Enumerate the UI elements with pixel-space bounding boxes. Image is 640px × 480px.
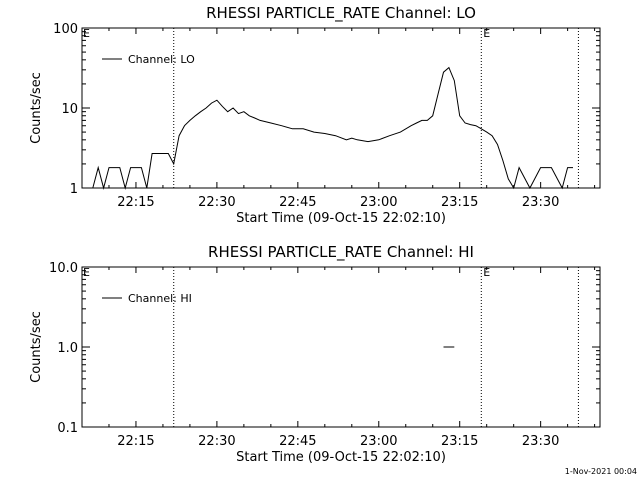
y-tick-label: 1.0 (57, 341, 78, 356)
edge-label: E (83, 266, 90, 279)
x-axis-label: Start Time (09-Oct-15 22:02:10) (236, 450, 446, 465)
x-tick-label: 23:15 (441, 434, 478, 449)
plot-frame (81, 266, 601, 428)
y-tick-label: 100 (53, 22, 78, 37)
x-tick-label: 22:45 (279, 434, 316, 449)
x-tick-label: 22:15 (117, 434, 154, 449)
y-tick-label: 10 (61, 102, 78, 117)
x-tick-label: 22:15 (117, 195, 154, 210)
x-tick-label: 23:15 (441, 195, 478, 210)
x-tick-label: 22:30 (198, 434, 235, 449)
footer-timestamp: 1-Nov-2021 00:04 (565, 467, 637, 476)
y-axis-label: Counts/sec (29, 311, 44, 383)
edge-label: E (83, 27, 90, 40)
x-tick-label: 23:30 (522, 195, 559, 210)
chart-title: RHESSI PARTICLE_RATE Channel: LO (206, 4, 476, 23)
y-tick-label: 10.0 (49, 261, 78, 276)
x-axis-label: Start Time (09-Oct-15 22:02:10) (236, 211, 446, 226)
legend-label: Channel: HI (128, 292, 192, 305)
chart-title: RHESSI PARTICLE_RATE Channel: HI (208, 243, 474, 262)
x-tick-label: 23:00 (360, 434, 397, 449)
x-tick-label: 23:30 (522, 434, 559, 449)
y-axis-label: Counts/sec (29, 72, 44, 144)
legend-label: Channel: LO (128, 53, 195, 66)
x-tick-label: 22:45 (279, 195, 316, 210)
event-marker-label: E (483, 27, 490, 40)
y-tick-label: 0.1 (57, 421, 78, 436)
plot-frame (81, 27, 601, 189)
y-tick-label: 1 (70, 182, 78, 197)
x-tick-label: 22:30 (198, 195, 235, 210)
event-marker-label: E (483, 266, 490, 279)
series-line (92, 66, 573, 190)
x-tick-label: 23:00 (360, 195, 397, 210)
